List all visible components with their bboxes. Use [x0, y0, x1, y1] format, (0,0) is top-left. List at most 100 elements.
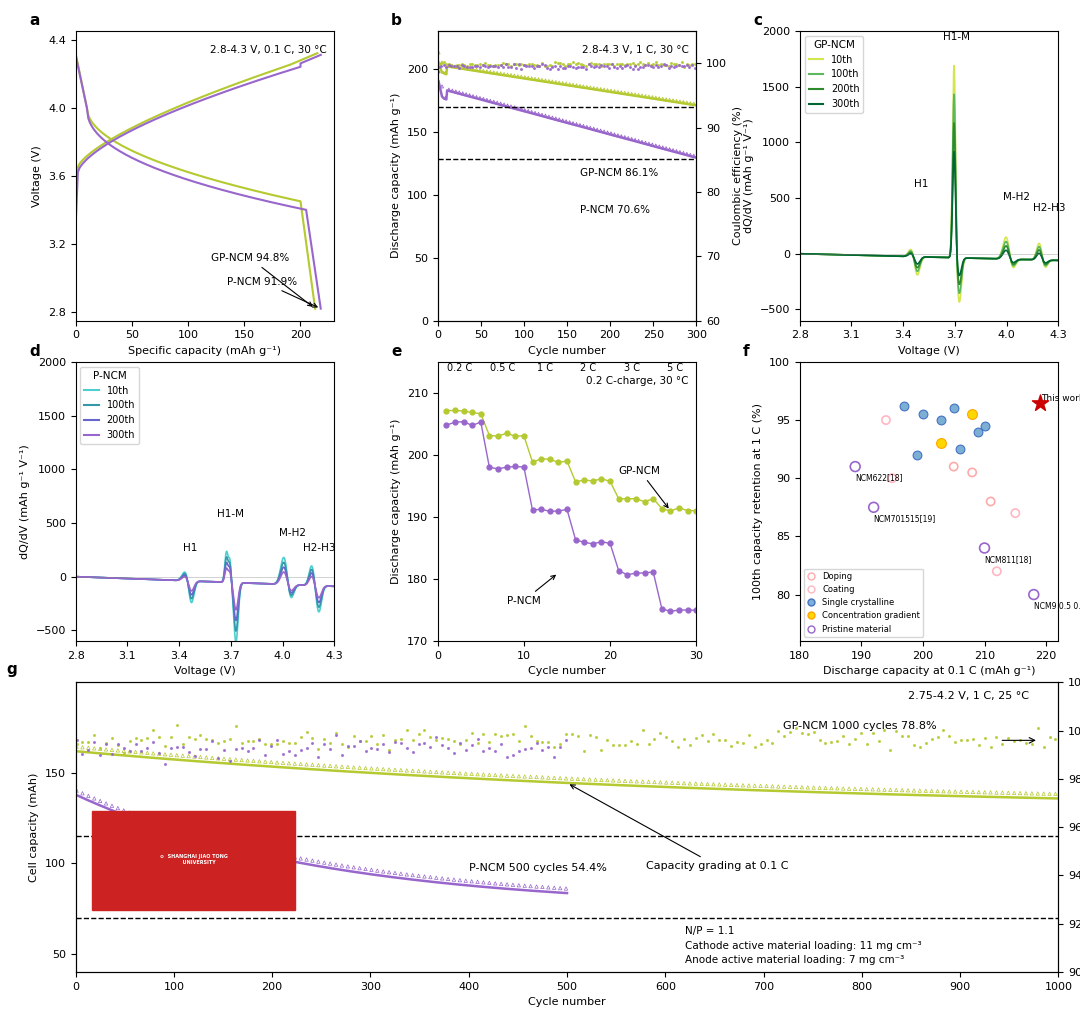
Point [327, 727, 345, 743]
Point [617, 772, 634, 789]
Point [399, 866, 416, 883]
Point [346, 859, 363, 876]
Point [274, 755, 292, 771]
Point [595, 82, 612, 98]
Text: 3 C: 3 C [623, 363, 639, 373]
Point [799, 779, 816, 795]
Point [647, 57, 664, 73]
Point [339, 759, 356, 776]
X-axis label: Specific capacity (mAh g⁻¹): Specific capacity (mAh g⁻¹) [129, 345, 282, 356]
Point [740, 778, 757, 794]
Point [663, 774, 680, 791]
Point [964, 784, 982, 800]
Point [616, 57, 633, 73]
Point [404, 732, 421, 749]
Point [138, 739, 156, 756]
Point [513, 56, 530, 72]
Point [481, 739, 498, 756]
Point [530, 58, 548, 74]
Point [605, 772, 622, 789]
Point [445, 58, 462, 74]
Point [963, 464, 981, 481]
Point [145, 722, 162, 738]
Point [647, 90, 664, 107]
Point [770, 779, 787, 795]
Point [604, 56, 621, 72]
Point [469, 731, 486, 748]
Point [180, 748, 198, 764]
Point [670, 774, 687, 791]
Point [752, 778, 769, 794]
Point [908, 447, 926, 463]
Point [945, 400, 962, 417]
Point [545, 769, 563, 786]
Point [92, 793, 109, 810]
Point [1041, 729, 1058, 746]
Point [174, 736, 191, 753]
Point [620, 85, 637, 101]
Point [630, 132, 647, 149]
Point [497, 56, 514, 72]
Point [557, 726, 575, 742]
Point [480, 59, 497, 75]
Point [269, 731, 286, 748]
Point [678, 146, 696, 162]
Point [598, 771, 616, 788]
Point [464, 88, 482, 104]
Point [1012, 731, 1029, 748]
Point [346, 737, 363, 754]
Point [673, 54, 690, 70]
Point [859, 781, 876, 797]
Point [658, 57, 675, 73]
Point [239, 743, 256, 760]
Point [606, 126, 623, 143]
Point [121, 742, 138, 759]
Point [334, 747, 351, 763]
Point [561, 75, 578, 92]
Point [269, 736, 286, 753]
Point [109, 736, 126, 753]
Point [380, 864, 397, 881]
Point [734, 734, 752, 751]
Point [519, 102, 537, 119]
Point [233, 740, 251, 757]
Point [162, 740, 179, 757]
Point [186, 825, 203, 842]
Text: NCM622[18]: NCM622[18] [855, 474, 903, 483]
Point [554, 60, 571, 77]
Text: M-H2: M-H2 [1003, 192, 1030, 203]
Point [109, 800, 126, 817]
Point [245, 740, 262, 757]
Point [387, 761, 404, 778]
Point [467, 56, 484, 72]
Text: 2.8-4.3 V, 0.1 C, 30 °C: 2.8-4.3 V, 0.1 C, 30 °C [210, 45, 326, 56]
Point [540, 738, 557, 755]
Point [624, 60, 642, 77]
Text: 5 C: 5 C [666, 363, 683, 373]
Point [958, 784, 975, 800]
Point [665, 58, 683, 74]
Point [667, 58, 685, 74]
Point [233, 734, 251, 751]
Point [303, 730, 321, 747]
Point [557, 113, 575, 129]
Point [581, 771, 598, 788]
Point [221, 751, 239, 767]
Point [505, 99, 523, 116]
Point [593, 58, 610, 74]
Point [678, 57, 696, 73]
Point [782, 779, 799, 795]
Point [416, 734, 433, 751]
Point [711, 732, 728, 749]
Point [598, 58, 616, 74]
Point [404, 762, 421, 779]
Point [905, 782, 922, 798]
Text: 0.2 C-charge, 30 °C: 0.2 C-charge, 30 °C [586, 375, 689, 386]
Point [640, 773, 658, 790]
Point [557, 732, 575, 749]
Point [145, 813, 162, 829]
Point [432, 54, 449, 70]
Point [327, 758, 345, 774]
Point [404, 866, 421, 883]
Point [104, 746, 121, 762]
